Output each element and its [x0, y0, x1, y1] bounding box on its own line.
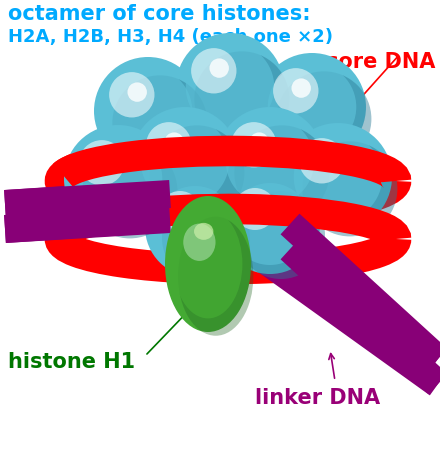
- Circle shape: [162, 195, 250, 282]
- Polygon shape: [281, 239, 440, 394]
- Circle shape: [146, 123, 191, 168]
- Circle shape: [176, 34, 284, 142]
- Circle shape: [302, 142, 397, 237]
- Circle shape: [109, 73, 154, 118]
- Text: octamer of core histones:: octamer of core histones:: [8, 4, 311, 24]
- Circle shape: [159, 191, 201, 234]
- Circle shape: [64, 126, 172, 234]
- Circle shape: [220, 174, 320, 274]
- Circle shape: [318, 149, 337, 168]
- Circle shape: [94, 58, 202, 166]
- Circle shape: [226, 118, 314, 206]
- Ellipse shape: [174, 210, 242, 319]
- Circle shape: [149, 126, 244, 221]
- Circle shape: [229, 184, 311, 265]
- Circle shape: [291, 79, 311, 99]
- Circle shape: [191, 49, 236, 94]
- Circle shape: [209, 59, 229, 78]
- Polygon shape: [281, 214, 440, 369]
- Circle shape: [299, 139, 345, 184]
- Text: linker DNA: linker DNA: [255, 387, 380, 407]
- Circle shape: [216, 108, 324, 216]
- Circle shape: [74, 135, 162, 224]
- Circle shape: [154, 187, 236, 269]
- Circle shape: [186, 44, 274, 132]
- Circle shape: [234, 189, 276, 230]
- Circle shape: [231, 123, 276, 168]
- Circle shape: [165, 133, 184, 152]
- Text: H2A, H2B, H3, H4 (each one ×2): H2A, H2B, H3, H4 (each one ×2): [8, 28, 333, 46]
- Polygon shape: [4, 178, 201, 218]
- Circle shape: [273, 69, 319, 114]
- Polygon shape: [4, 181, 171, 218]
- Circle shape: [79, 141, 125, 186]
- Ellipse shape: [178, 217, 253, 336]
- Circle shape: [258, 54, 366, 162]
- Circle shape: [294, 134, 382, 222]
- Polygon shape: [4, 202, 201, 243]
- Circle shape: [98, 151, 117, 170]
- Circle shape: [268, 64, 356, 152]
- Circle shape: [176, 201, 194, 219]
- Circle shape: [276, 72, 371, 167]
- Ellipse shape: [183, 224, 216, 261]
- Circle shape: [145, 178, 245, 277]
- Circle shape: [235, 126, 330, 221]
- Polygon shape: [242, 238, 440, 396]
- Text: histone H1: histone H1: [8, 351, 135, 371]
- Circle shape: [82, 144, 177, 239]
- Circle shape: [237, 191, 325, 280]
- Text: core DNA: core DNA: [326, 52, 435, 72]
- Circle shape: [251, 198, 269, 216]
- Circle shape: [104, 67, 192, 156]
- Circle shape: [284, 124, 392, 231]
- Circle shape: [112, 76, 207, 171]
- Circle shape: [128, 83, 147, 103]
- Circle shape: [141, 118, 229, 206]
- Ellipse shape: [194, 224, 213, 241]
- Circle shape: [249, 133, 269, 152]
- Circle shape: [131, 108, 239, 216]
- Circle shape: [194, 52, 290, 147]
- Polygon shape: [242, 213, 440, 370]
- Ellipse shape: [165, 196, 251, 332]
- Polygon shape: [4, 206, 171, 243]
